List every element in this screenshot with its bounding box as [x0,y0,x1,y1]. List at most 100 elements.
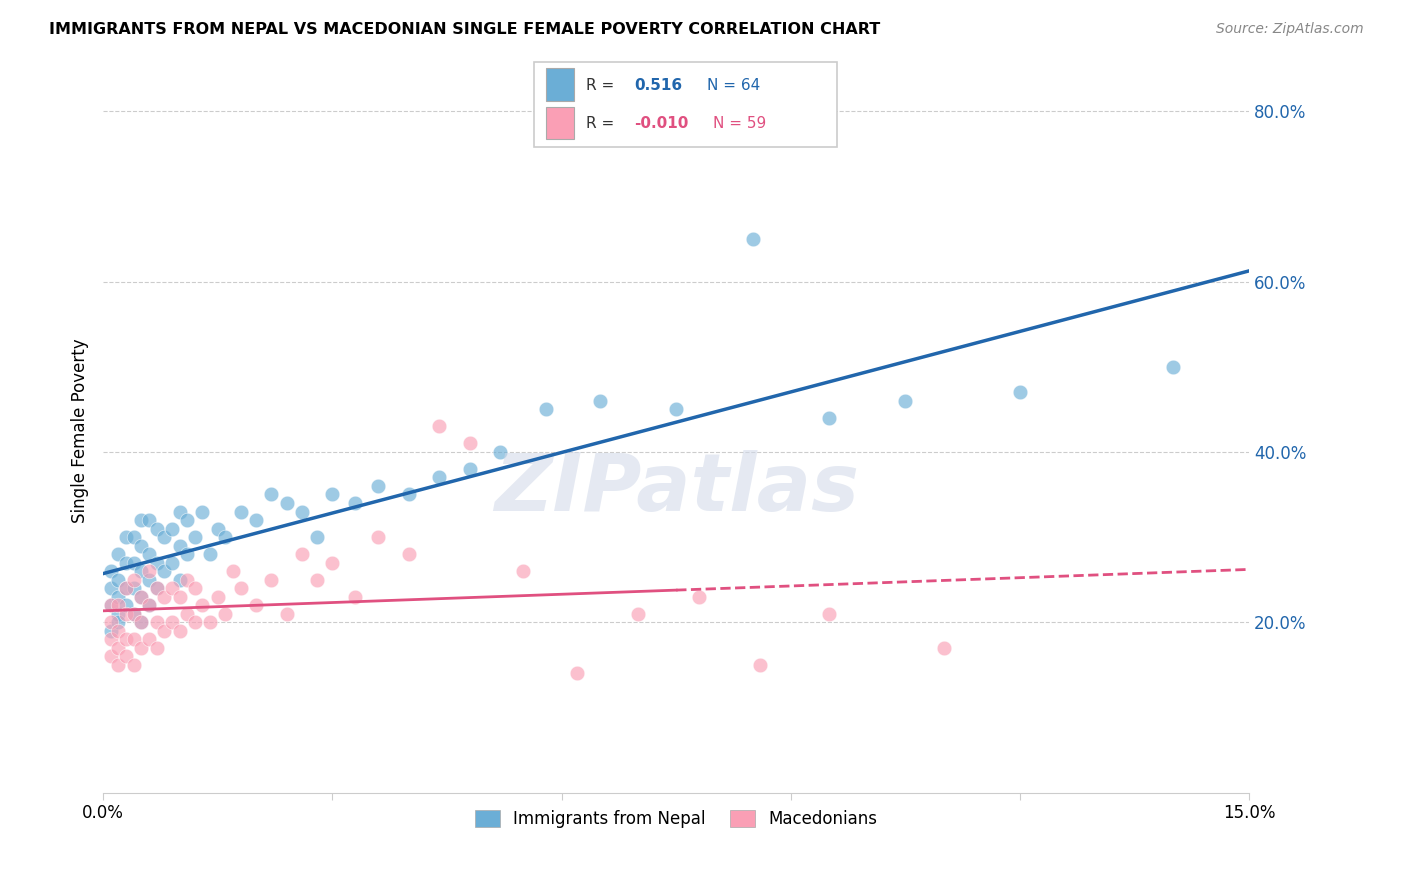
Point [291,547,314,561]
Text: Source: ZipAtlas.com: Source: ZipAtlas.com [1216,22,1364,37]
Point [107,607,129,621]
Point [932,640,955,655]
Point [398,487,420,501]
Point [427,470,450,484]
Point [131,615,153,630]
Point [398,547,420,561]
Point [367,530,389,544]
Point [229,581,252,595]
Bar [547,69,574,101]
Point [131,590,153,604]
Point [512,564,534,578]
Point [153,590,176,604]
Point [627,607,650,621]
Point [145,522,167,536]
Point [160,615,183,630]
Point [344,496,367,510]
Point [131,640,153,655]
Point [122,632,145,647]
Point [207,522,229,536]
Point [245,599,267,613]
Point [115,649,138,664]
Point [276,607,298,621]
Point [107,573,129,587]
Point [1161,359,1184,374]
Point [115,530,138,544]
Point [115,632,138,647]
Point [321,556,343,570]
Point [100,615,122,630]
Point [138,632,160,647]
Point [198,615,221,630]
Point [131,564,153,578]
Point [107,624,129,638]
Point [107,640,129,655]
Point [100,624,122,638]
Text: -0.010: -0.010 [634,116,689,131]
Point [122,573,145,587]
Point [107,547,129,561]
Point [169,624,191,638]
Text: N = 59: N = 59 [713,116,766,131]
Point [222,564,245,578]
Point [115,607,138,621]
Point [489,445,512,459]
Point [107,615,129,630]
Point [131,615,153,630]
Point [191,504,214,518]
Point [131,590,153,604]
Point [176,547,198,561]
Point [169,590,191,604]
Point [260,487,283,501]
Text: ZIPatlas: ZIPatlas [494,450,859,527]
Point [191,599,214,613]
Point [115,581,138,595]
Point [122,556,145,570]
Point [176,573,198,587]
Point [818,607,841,621]
FancyBboxPatch shape [534,62,837,147]
Point [131,539,153,553]
Point [153,564,176,578]
Point [107,599,129,613]
Point [458,462,481,476]
Point [122,607,145,621]
Point [138,573,160,587]
Text: IMMIGRANTS FROM NEPAL VS MACEDONIAN SINGLE FEMALE POVERTY CORRELATION CHART: IMMIGRANTS FROM NEPAL VS MACEDONIAN SING… [49,22,880,37]
Point [122,607,145,621]
Point [100,649,122,664]
Text: N = 64: N = 64 [707,78,759,93]
Point [107,657,129,672]
Point [741,232,763,246]
Point [107,590,129,604]
Point [153,624,176,638]
Point [245,513,267,527]
Point [818,410,841,425]
Legend: Immigrants from Nepal, Macedonians: Immigrants from Nepal, Macedonians [468,804,884,835]
Point [214,607,236,621]
Point [427,419,450,434]
Point [214,530,236,544]
Point [138,564,160,578]
Point [198,547,221,561]
Point [307,573,329,587]
Point [589,393,612,408]
Point [100,564,122,578]
Bar [547,106,574,139]
Point [145,640,167,655]
Point [169,504,191,518]
Point [145,581,167,595]
Point [122,657,145,672]
Point [176,607,198,621]
Point [176,513,198,527]
Point [321,487,343,501]
Point [153,530,176,544]
Point [160,522,183,536]
Point [100,632,122,647]
Point [207,590,229,604]
Point [184,615,207,630]
Point [565,666,588,681]
Point [307,530,329,544]
Point [458,436,481,450]
Point [169,573,191,587]
